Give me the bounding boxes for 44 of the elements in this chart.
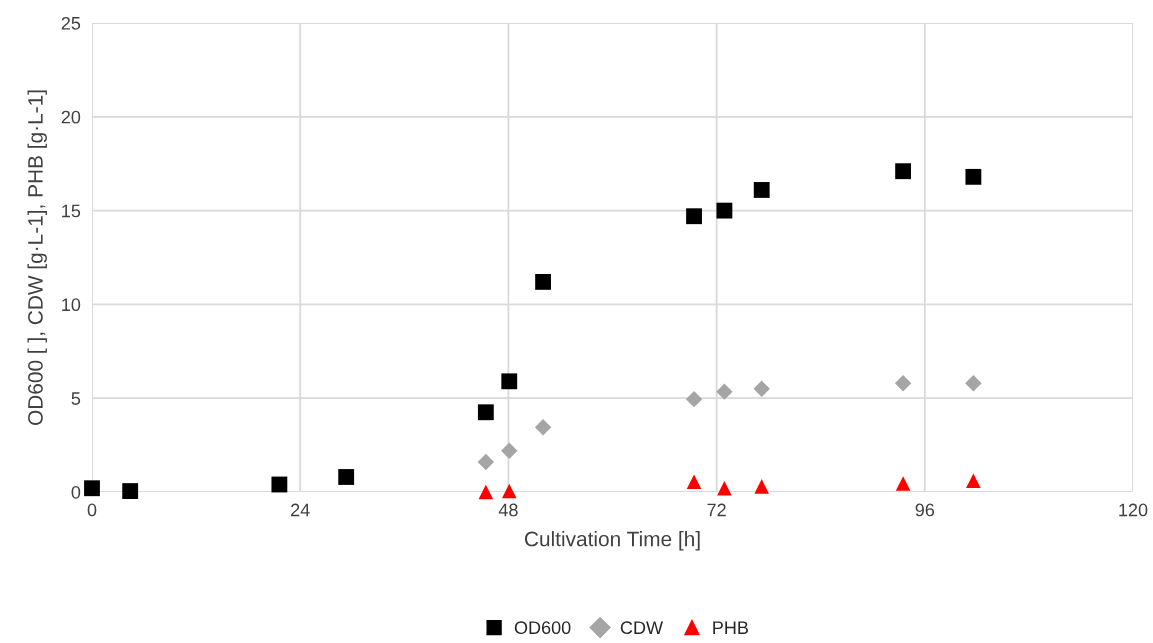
point [501, 373, 518, 390]
point [965, 374, 982, 392]
x-tick-label: 0 [87, 503, 97, 517]
point [122, 483, 139, 499]
y-tick-label: 0 [71, 485, 81, 499]
point [717, 480, 732, 496]
x-tick-label: 48 [498, 503, 518, 517]
x-tick-label: 72 [707, 503, 726, 517]
point [478, 484, 494, 500]
point [686, 208, 702, 225]
point [966, 473, 981, 489]
point [535, 273, 552, 290]
point [501, 483, 517, 499]
x-tick-label: 96 [915, 503, 935, 517]
x-tick-label: 24 [291, 503, 310, 517]
point [534, 419, 552, 436]
x-tick-label: 120 [1119, 503, 1148, 517]
point [754, 479, 769, 494]
y-tick-label: 25 [61, 16, 81, 30]
legend-label: CDW [620, 621, 663, 635]
y-tick-label: 20 [61, 110, 81, 124]
point [84, 480, 100, 497]
point [477, 404, 494, 421]
point [271, 476, 288, 493]
x-axis-title: Cultivation Time [h] [524, 531, 700, 551]
point [716, 383, 733, 400]
point [685, 390, 703, 408]
point [501, 442, 518, 459]
y-tick-label: 10 [62, 298, 81, 312]
point [716, 202, 733, 219]
point [753, 182, 770, 198]
point [753, 380, 770, 398]
legend-label: OD600 [514, 621, 571, 635]
point [686, 474, 702, 489]
point [895, 163, 912, 180]
y-axis-title: OD600 [ ], CDW [g·L-1], PHB [g·L-1] [27, 90, 47, 425]
legend-label: PHB [713, 621, 748, 634]
y-tick-label: 5 [71, 392, 81, 405]
point [338, 469, 355, 485]
point [895, 476, 911, 491]
point [477, 453, 495, 471]
point [965, 168, 982, 185]
y-tick-label: 15 [62, 204, 81, 218]
point [894, 374, 912, 392]
